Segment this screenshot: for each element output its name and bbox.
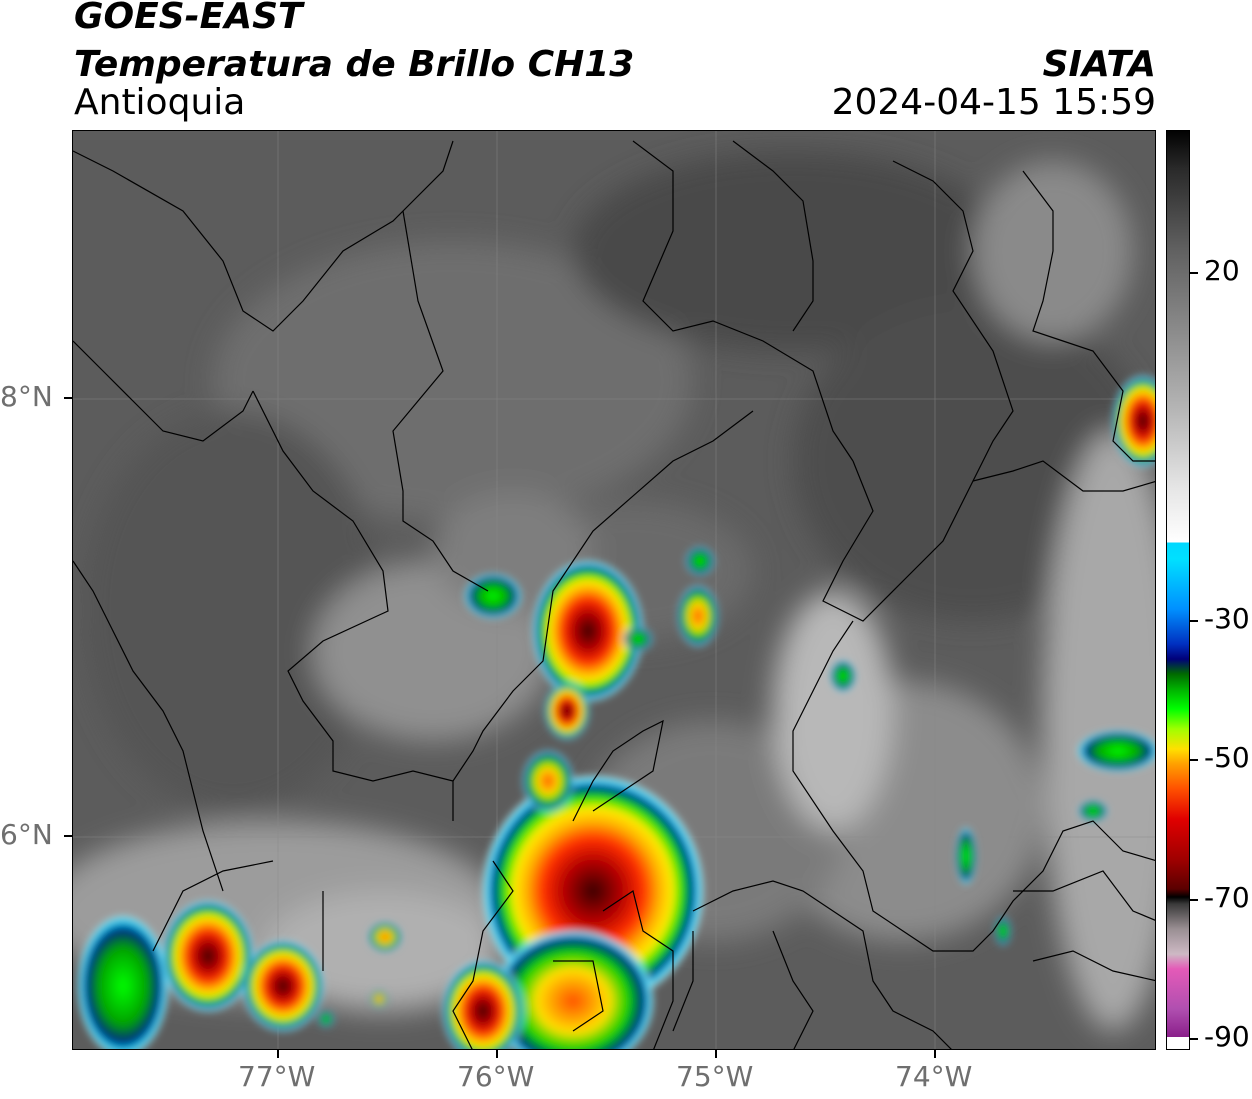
- colorbar-label: -30: [1204, 602, 1250, 635]
- x-axis-label: 76°W: [457, 1060, 535, 1093]
- colorbar-label: -90: [1204, 1020, 1250, 1053]
- satellite-map: [72, 130, 1156, 1050]
- colorbar-label: -50: [1204, 741, 1250, 774]
- convective-cells: [78, 376, 1155, 1049]
- y-axis-label: 6°N: [0, 818, 53, 851]
- title-region: Antioquia: [74, 82, 246, 123]
- map-canvas: [73, 131, 1155, 1049]
- x-tick: [496, 1050, 498, 1058]
- x-tick: [934, 1050, 936, 1058]
- graticule: [73, 131, 1155, 1049]
- title-satellite: GOES-EAST: [74, 0, 303, 37]
- y-tick: [64, 397, 72, 399]
- x-axis-label: 77°W: [238, 1060, 316, 1093]
- y-axis-label: 8°N: [0, 380, 53, 413]
- x-axis-label: 75°W: [676, 1060, 754, 1093]
- temperature-colorbar: [1166, 130, 1190, 1050]
- colorbar-tick: [1190, 272, 1198, 274]
- colorbar-label: -70: [1204, 881, 1250, 914]
- colorbar-tick: [1190, 899, 1198, 901]
- title-timestamp: 2024-04-15 15:59: [831, 82, 1156, 123]
- title-organization: SIATA: [1042, 44, 1156, 85]
- colorbar-tick: [1190, 1038, 1198, 1040]
- y-tick: [64, 835, 72, 837]
- colorbar-tick: [1190, 620, 1198, 622]
- political-borders: [73, 140, 1155, 1049]
- title-product: Temperatura de Brillo CH13: [74, 44, 635, 85]
- colorbar-label: 20: [1204, 254, 1240, 287]
- x-axis-label: 74°W: [895, 1060, 973, 1093]
- colorbar-tick: [1190, 759, 1198, 761]
- x-tick: [715, 1050, 717, 1058]
- x-tick: [277, 1050, 279, 1058]
